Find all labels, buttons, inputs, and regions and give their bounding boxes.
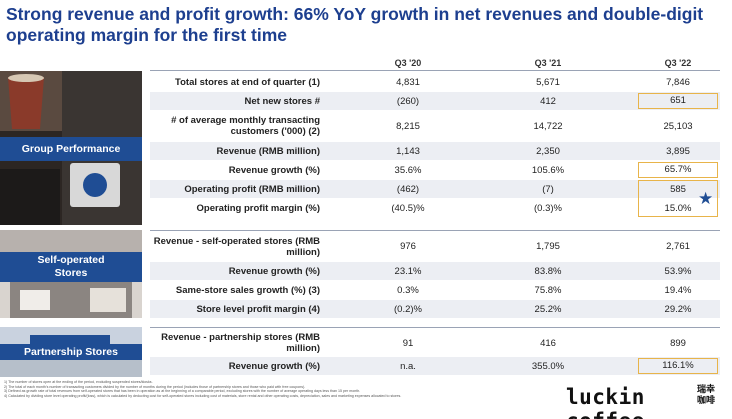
row-value: 1,143	[396, 146, 420, 157]
row-value: 412	[540, 96, 556, 107]
partnership-panel: Partnership Stores	[0, 327, 142, 377]
table-row: Revenue - self-operated stores (RMB mill…	[150, 233, 720, 261]
row-value: 585	[670, 184, 686, 195]
column-header-q3-20: Q3 '20	[394, 58, 422, 68]
row-value: 83.8%	[534, 266, 562, 277]
row-metric: Total stores at end of quarter (1)	[175, 77, 320, 88]
table-row: # of average monthly transacting custome…	[150, 111, 720, 141]
row-value: 25,103	[663, 121, 693, 132]
row-value-highlighted: 116.1%	[638, 358, 718, 374]
row-value-highlighted: 65.7%	[638, 162, 718, 178]
header-rule	[150, 70, 720, 71]
coffee-cup-photo	[0, 71, 142, 225]
table-row: Revenue - partnership stores (RMB millio…	[150, 330, 720, 356]
row-value: 91	[402, 338, 414, 349]
row-value: 35.6%	[394, 165, 422, 176]
row-value: 3,895	[666, 146, 690, 157]
row-value: 25.2%	[534, 304, 562, 315]
footnote: 2) The total of each month's number of t…	[4, 384, 306, 389]
row-value: (260)	[396, 96, 420, 107]
row-value-highlighted: 651	[638, 93, 718, 109]
footnote: 4) Calculated by dividing store level op…	[4, 393, 402, 398]
row-metric: Revenue growth (%)	[228, 165, 320, 176]
footnote: 1) The number of stores open at the endi…	[4, 380, 153, 384]
row-metric: Revenue - partnership stores (RMB millio…	[161, 332, 320, 354]
row-value: 19.4%	[664, 285, 692, 296]
table-row: Operating profit margin (%) (40.5)% (0.3…	[150, 199, 720, 217]
row-metric: Store level profit margin (4)	[196, 304, 320, 315]
row-value: (7)	[542, 184, 554, 195]
row-value: 8,215	[396, 121, 420, 132]
row-value: 105.6%	[531, 165, 565, 176]
row-metric: Net new stores #	[244, 96, 321, 107]
footnote: 3) Defined as growth rate of total reven…	[4, 389, 361, 394]
table-row: Revenue growth (%) 23.1% 83.8% 53.9%	[150, 262, 720, 280]
section-rule	[150, 327, 720, 328]
table-row: Net new stores # (260) 412 651	[150, 92, 720, 110]
row-value: 7,846	[666, 77, 690, 88]
table-row: Operating profit (RMB million) (462) (7)…	[150, 180, 720, 198]
table-row: Total stores at end of quarter (1) 4,831…	[150, 73, 720, 91]
table-row: Revenue growth (%) n.a. 355.0% 116.1%	[150, 357, 720, 375]
row-metric: Same-store sales growth (%) (3)	[175, 285, 320, 296]
row-value: n.a.	[400, 361, 416, 372]
row-value: 29.2%	[664, 304, 692, 315]
row-metric: Revenue (RMB million)	[216, 146, 320, 157]
row-value: 5,671	[536, 77, 560, 88]
row-value: (0.3)%	[534, 203, 562, 214]
row-value: 15.0%	[664, 203, 692, 214]
row-value: (0.2)%	[394, 304, 422, 315]
profit-highlight-box	[638, 180, 718, 217]
table-row: Revenue (RMB million) 1,143 2,350 3,895	[150, 142, 720, 160]
row-value: 75.8%	[534, 285, 562, 296]
row-metric: Operating profit margin (%)	[196, 203, 321, 214]
row-value: 355.0%	[531, 361, 565, 372]
row-metric: Revenue growth (%)	[228, 266, 320, 277]
luckin-chinese-logo: 瑞幸 咖啡	[696, 384, 715, 405]
section-label-self-operated: Self-operated Stores	[0, 252, 142, 282]
row-value: 1,795	[536, 241, 560, 252]
table-row: Store level profit margin (4) (0.2)% 25.…	[150, 300, 720, 318]
table-row: Same-store sales growth (%) (3) 0.3% 75.…	[150, 281, 720, 299]
row-metric: Operating profit (RMB million)	[184, 184, 320, 195]
self-operated-panel: Self-operated Stores	[0, 230, 142, 318]
group-performance-panel: Group Performance	[0, 71, 142, 225]
row-value: 899	[670, 338, 686, 349]
luckin-coffee-logo: luckin coffee	[566, 385, 645, 419]
section-rule	[150, 230, 720, 231]
row-value: 2,761	[666, 241, 690, 252]
page-title: Strong revenue and profit growth: 66% Yo…	[6, 4, 704, 45]
row-value: 23.1%	[394, 266, 422, 277]
row-metric: # of average monthly transacting custome…	[171, 115, 320, 137]
row-value: 2,350	[536, 146, 560, 157]
row-metric: Revenue - self-operated stores (RMB mill…	[153, 236, 320, 258]
column-header-q3-21: Q3 '21	[534, 58, 562, 68]
star-icon: ★	[698, 189, 714, 208]
row-value: 416	[540, 338, 556, 349]
row-value: (462)	[396, 184, 420, 195]
row-value: 0.3%	[397, 285, 419, 296]
row-value: (40.5)%	[391, 203, 425, 214]
footnotes: 1) The number of stores open at the endi…	[4, 380, 564, 398]
section-label-partnership: Partnership Stores	[0, 344, 142, 360]
row-value: 53.9%	[664, 266, 692, 277]
row-metric: Revenue growth (%)	[228, 361, 320, 372]
row-value: 976	[400, 241, 416, 252]
table-row: Revenue growth (%) 35.6% 105.6% 65.7%	[150, 161, 720, 179]
row-value: 14,722	[533, 121, 563, 132]
column-header-q3-22: Q3 '22	[664, 58, 692, 68]
row-value: 4,831	[396, 77, 420, 88]
section-label-group: Group Performance	[0, 137, 142, 161]
